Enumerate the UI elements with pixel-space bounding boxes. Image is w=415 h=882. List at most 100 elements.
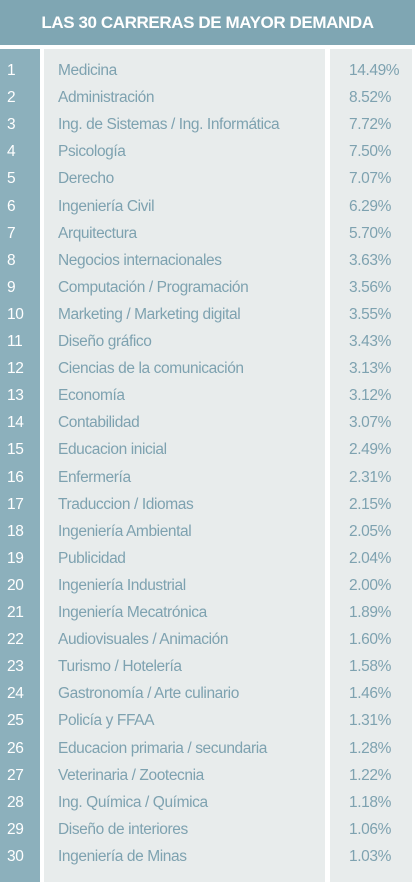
- rank: 5: [7, 170, 16, 188]
- table-row: 5 Derecho 7.07%: [0, 166, 415, 193]
- career-name: Contabilidad: [58, 414, 140, 432]
- rank: 22: [7, 631, 24, 649]
- table-row: 16 Enfermería 2.31%: [0, 465, 415, 492]
- career-name: Ingeniería Industrial: [58, 576, 186, 594]
- career-name: Policía y FFAA: [58, 712, 155, 730]
- table-row: 23 Turismo / Hotelería 1.58%: [0, 654, 415, 681]
- percentage: 2.05%: [349, 522, 391, 540]
- table-row: 6 Ingeniería Civil 6.29%: [0, 194, 415, 221]
- rank-column: [0, 49, 40, 882]
- career-name: Turismo / Hotelería: [58, 658, 182, 676]
- table-row: 26 Educacion primaria / secundaria 1.28%: [0, 736, 415, 763]
- percentage: 7.72%: [349, 116, 391, 134]
- table-row: 24 Gastronomía / Arte culinario 1.46%: [0, 681, 415, 708]
- table-row: 22 Audiovisuales / Animación 1.60%: [0, 627, 415, 654]
- career-name: Ing. de Sistemas / Ing. Informática: [58, 116, 280, 134]
- percentage: 3.13%: [349, 360, 391, 378]
- career-name: Marketing / Marketing digital: [58, 305, 241, 323]
- table-row: 29 Diseño de interiores 1.06%: [0, 817, 415, 844]
- career-name: Traduccion / Idiomas: [58, 495, 194, 513]
- career-name: Arquitectura: [58, 224, 137, 242]
- name-column: [44, 49, 325, 882]
- rank: 15: [7, 441, 24, 459]
- percentage: 3.63%: [349, 251, 391, 269]
- rank: 16: [7, 468, 24, 486]
- percentage: 1.06%: [349, 820, 391, 838]
- percentage: 1.31%: [349, 712, 391, 730]
- percentage: 7.50%: [349, 143, 391, 161]
- rank: 20: [7, 576, 24, 594]
- rank: 26: [7, 739, 24, 757]
- rank: 18: [7, 522, 24, 540]
- table-row: 11 Diseño gráfico 3.43%: [0, 329, 415, 356]
- rank: 12: [7, 360, 24, 378]
- rank: 1: [7, 62, 16, 79]
- table-row: 15 Educacion inicial 2.49%: [0, 437, 415, 464]
- rank: 17: [7, 495, 24, 513]
- percentage: 3.43%: [349, 333, 391, 350]
- table-row: 28 Ing. Química / Química 1.18%: [0, 790, 415, 817]
- table-row: 10 Marketing / Marketing digital 3.55%: [0, 302, 415, 329]
- percentage: 1.58%: [349, 658, 391, 676]
- percentage: 2.31%: [349, 468, 391, 486]
- table-row: 2 Administración 8.52%: [0, 85, 415, 112]
- rank: 23: [7, 658, 24, 676]
- rank: 6: [7, 197, 16, 215]
- rank: 30: [7, 847, 24, 865]
- career-name: Ingeniería de Minas: [58, 847, 187, 865]
- percentage: 7.07%: [349, 170, 391, 188]
- rank: 28: [7, 793, 24, 811]
- rank: 3: [7, 116, 16, 134]
- rank: 8: [7, 251, 16, 269]
- career-name: Derecho: [58, 170, 114, 188]
- table-row: 18 Ingeniería Ambiental 2.05%: [0, 519, 415, 546]
- rank: 25: [7, 712, 24, 730]
- table-row: 30 Ingeniería de Minas 1.03%: [0, 844, 415, 871]
- table-row: 13 Economía 3.12%: [0, 383, 415, 410]
- career-name: Economía: [58, 387, 125, 405]
- rank: 29: [7, 820, 24, 838]
- career-name: Ingeniería Ambiental: [58, 522, 192, 540]
- career-name: Ingeniería Civil: [58, 197, 155, 215]
- percentage: 2.15%: [349, 495, 391, 513]
- career-name: Gastronomía / Arte culinario: [58, 685, 239, 703]
- table-row: 21 Ingeniería Mecatrónica 1.89%: [0, 600, 415, 627]
- table-row: 4 Psicología 7.50%: [0, 139, 415, 166]
- rank: 9: [7, 278, 16, 296]
- table-row: 7 Arquitectura 5.70%: [0, 221, 415, 248]
- percentage: 1.18%: [349, 793, 391, 811]
- career-name: Audiovisuales / Animación: [58, 631, 229, 649]
- percentage: 3.12%: [349, 387, 391, 405]
- table-row: 17 Traduccion / Idiomas 2.15%: [0, 492, 415, 519]
- table-row: 12 Ciencias de la comunicación 3.13%: [0, 356, 415, 383]
- career-name: Administración: [58, 89, 155, 107]
- rank: 14: [7, 414, 24, 432]
- rank: 13: [7, 387, 24, 405]
- career-name: Ciencias de la comunicación: [58, 360, 244, 378]
- table-row: 19 Publicidad 2.04%: [0, 546, 415, 573]
- table-row: 27 Veterinaria / Zootecnia 1.22%: [0, 763, 415, 790]
- career-name: Ing. Química / Química: [58, 793, 208, 811]
- percentage: 14.49%: [349, 62, 400, 79]
- percentage: 8.52%: [349, 89, 391, 107]
- percentage: 3.56%: [349, 278, 391, 296]
- rank: 7: [7, 224, 16, 242]
- career-name: Ingeniería Mecatrónica: [58, 604, 207, 621]
- header-title: LAS 30 CARRERAS DE MAYOR DEMANDA: [0, 0, 415, 45]
- percentage: 1.28%: [349, 739, 391, 757]
- career-name: Veterinaria / Zootecnia: [58, 766, 204, 784]
- percentage: 5.70%: [349, 224, 391, 242]
- rank: 19: [7, 549, 24, 567]
- percentage: 3.07%: [349, 414, 391, 432]
- career-name: Educacion inicial: [58, 441, 167, 459]
- table-row: 9 Computación / Programación 3.56%: [0, 275, 415, 302]
- percent-column: [330, 49, 412, 882]
- rank: 21: [7, 604, 24, 621]
- table-row: 8 Negocios internacionales 3.63%: [0, 248, 415, 275]
- rank: 2: [7, 89, 16, 107]
- career-name: Negocios internacionales: [58, 251, 222, 269]
- career-name: Publicidad: [58, 549, 126, 567]
- career-name: Computación / Programación: [58, 278, 249, 296]
- career-name: Educacion primaria / secundaria: [58, 739, 268, 757]
